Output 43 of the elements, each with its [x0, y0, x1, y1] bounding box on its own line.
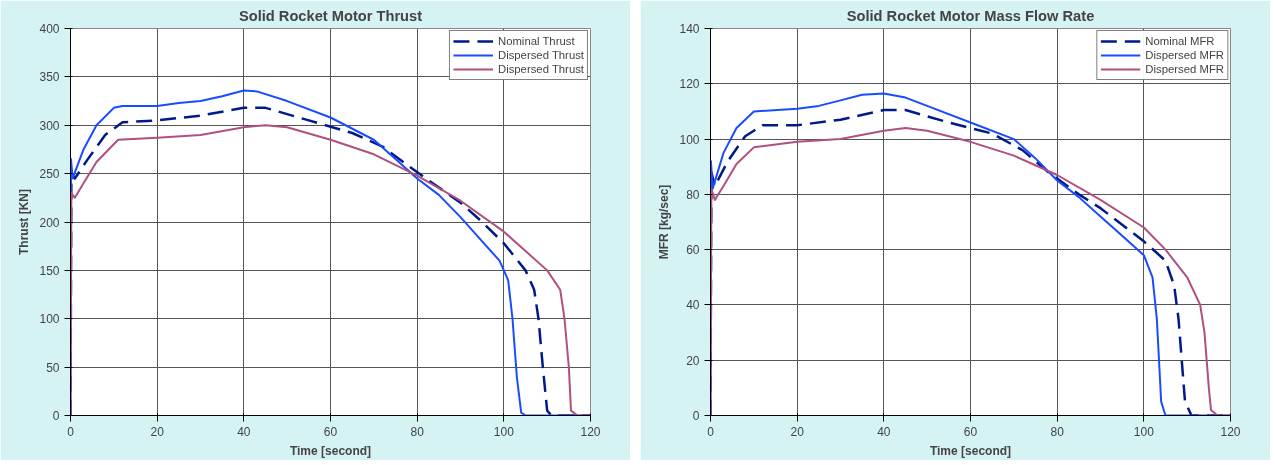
y-tick-label: 40	[686, 298, 700, 313]
y-tick-label: 400	[39, 22, 60, 36]
y-tick-label: 50	[46, 360, 60, 375]
x-tick-label: 100	[493, 424, 515, 439]
y-tick-label: 120	[679, 77, 700, 92]
x-tick-label: 20	[150, 424, 165, 439]
y-tick-label: 0	[52, 409, 60, 423]
legend-label: Dispersed Thrust	[497, 62, 584, 76]
legend-label: Nominal MFR	[1145, 34, 1215, 48]
x-axis-title: Time [second]	[929, 443, 1012, 458]
x-tick-label: 0	[67, 424, 75, 439]
legend-label: Dispersed Thrust	[497, 48, 584, 62]
y-tick-label: 100	[39, 312, 60, 327]
x-tick-label: 0	[707, 424, 715, 439]
x-tick-label: 80	[1050, 424, 1065, 439]
x-tick-label: 120	[1220, 424, 1241, 439]
y-tick-label: 80	[686, 187, 700, 202]
legend-label: Dispersed MFR	[1145, 48, 1224, 62]
x-tick-label: 120	[580, 424, 601, 439]
y-axis-title: MFR [kg/sec]	[657, 184, 672, 260]
y-tick-label: 350	[39, 70, 60, 85]
y-tick-label: 0	[692, 409, 700, 423]
x-tick-label: 100	[1133, 424, 1155, 439]
y-tick-label: 60	[686, 243, 700, 258]
chart-title: Solid Rocket Motor Thrust	[238, 7, 423, 24]
y-axis-title: Thrust [KN]	[17, 188, 32, 255]
y-tick-label: 250	[39, 167, 60, 182]
x-tick-label: 60	[323, 424, 338, 439]
y-tick-label: 140	[679, 22, 700, 36]
x-axis-title: Time [second]	[289, 443, 372, 458]
y-tick-label: 300	[39, 118, 60, 133]
x-tick-label: 40	[877, 424, 891, 439]
chart-title: Solid Rocket Motor Mass Flow Rate	[846, 7, 1095, 24]
y-tick-label: 20	[686, 353, 700, 368]
x-tick-label: 80	[410, 424, 425, 439]
y-tick-label: 100	[679, 132, 700, 147]
legend-label: Dispersed MFR	[1145, 62, 1224, 76]
x-tick-label: 60	[963, 424, 978, 439]
x-tick-label: 20	[790, 424, 805, 439]
y-tick-label: 150	[39, 263, 60, 278]
legend-label: Nominal Thrust	[497, 34, 575, 48]
y-tick-label: 200	[39, 215, 60, 230]
x-tick-label: 40	[237, 424, 251, 439]
